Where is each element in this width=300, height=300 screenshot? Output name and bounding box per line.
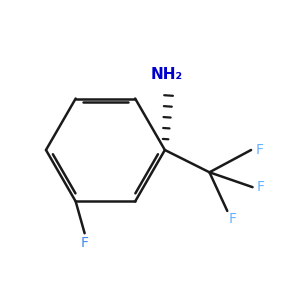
Text: NH₂: NH₂ (150, 67, 182, 82)
Text: F: F (257, 180, 265, 194)
Text: F: F (81, 236, 88, 250)
Text: F: F (256, 143, 263, 157)
Text: F: F (229, 212, 237, 226)
